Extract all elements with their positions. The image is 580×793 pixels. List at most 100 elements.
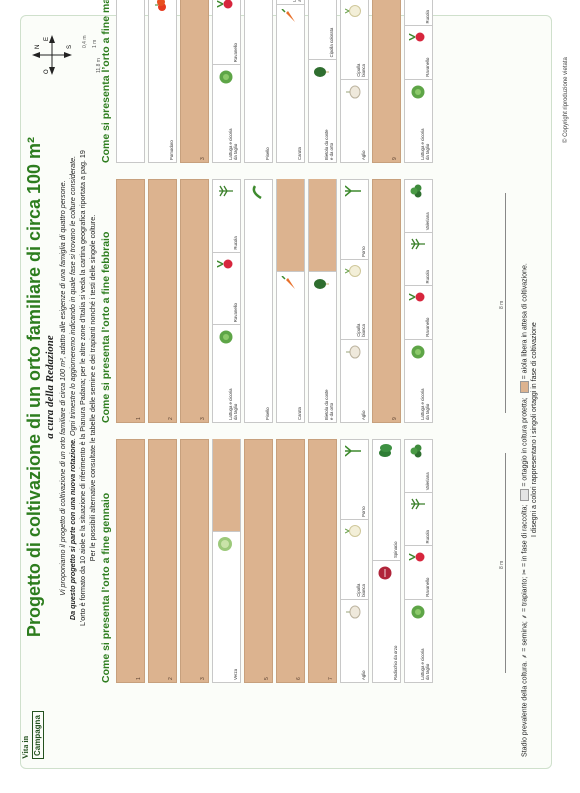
bed-number: 5	[264, 677, 270, 680]
leek-icon	[345, 445, 361, 457]
bed-cell	[117, 0, 144, 162]
path-width-label: 0,4 m	[82, 35, 88, 48]
crop-label: Porro	[361, 506, 366, 517]
garden-bed-10: Lattuga e cicoria da taglio Ravanello Ruco…	[404, 179, 433, 423]
page-subtitle: a cura della Redazione	[44, 335, 56, 439]
bed-cell: Cipolla colorata	[309, 0, 336, 61]
garden-bed-5: Pisello5	[244, 0, 273, 163]
garden-bed-4: Verza4	[212, 439, 241, 683]
bed-cell: Lattuga e cicoria da taglio	[405, 80, 432, 162]
section-heading: Come si presenta l’orto a fine gennaio	[100, 492, 112, 683]
crop-label: Carota	[297, 147, 302, 160]
radish-icon	[217, 0, 233, 9]
crop-label: Porro	[361, 246, 366, 257]
bed-cell: Rucola	[213, 179, 240, 253]
transplant-icon: ⸙	[521, 612, 529, 620]
bed-cell: Carota	[277, 5, 304, 162]
crop-label: Ravanello	[233, 303, 238, 323]
compass-o: O	[44, 69, 50, 74]
garden-bed-3: 3	[180, 0, 209, 163]
garden-bed-7: 7	[308, 439, 337, 683]
bed-cell: Rucola	[405, 492, 432, 547]
bed-cell: Carota	[277, 272, 304, 422]
radicchio-icon	[378, 566, 392, 580]
bed-cell: Valeriana	[405, 179, 432, 234]
garden-bed-1: 1	[116, 0, 145, 163]
copyright: © Copyright riproduzione vietata	[563, 57, 569, 143]
sowing-icon: ⸙	[521, 651, 529, 659]
crop-label: Verza	[233, 669, 238, 680]
bed-cell: Pomodoro	[149, 0, 176, 162]
intro-line2-bold: Da questo progetto si parte con una nuov…	[68, 439, 77, 621]
crop-label: Rucola	[425, 10, 430, 24]
garden-bed-3: 3	[180, 179, 209, 423]
onion-icon	[345, 264, 361, 277]
spinach-icon	[379, 444, 392, 457]
bed-cell: Ravanello	[405, 285, 432, 340]
bed-number: 3	[200, 157, 206, 160]
bed-cell: Pisello	[245, 0, 272, 162]
radish-icon	[409, 293, 425, 302]
logo: Vita in Campagna	[21, 711, 66, 759]
bed-cell	[309, 179, 336, 272]
crop-label: Ravanello	[425, 577, 430, 597]
bed-cell: Cipolla bianca	[341, 258, 368, 340]
width-dimension-line	[505, 453, 506, 673]
garden-bed-7: Bietola da coste e da orto Cipolla colora…	[308, 0, 337, 163]
bed-number: 1	[136, 417, 142, 420]
crop-label: Cipolla colorata	[329, 27, 334, 58]
crop-label: Ravanello	[425, 317, 430, 337]
garden-bed-7: Bietola da coste e da orto7	[308, 179, 337, 423]
crop-label: Rucola	[425, 270, 430, 284]
legend-line1: Stadio prevalente della coltura. ⸙ = sem…	[520, 37, 530, 757]
garden-bed-6: 6	[276, 439, 305, 683]
radish-icon	[409, 33, 425, 42]
valerian-icon	[410, 184, 422, 198]
bed-number: 7	[328, 677, 334, 680]
garden-bed-3: 3	[180, 439, 209, 683]
crop-label: Lattuga e cicoria da taglio	[420, 388, 430, 420]
crop-label: Cipolla bianca	[356, 583, 366, 597]
bed-cell	[277, 179, 304, 272]
compass-n: N	[35, 45, 41, 49]
crop-label: Cipolla bianca	[356, 323, 366, 337]
crop-label: Ravanello	[425, 57, 430, 77]
bed-cell: Cipolla bianca	[341, 0, 368, 80]
garden-bed-2: PomodoroPeperone e melanzana2	[148, 0, 177, 163]
garden-bed-6: Carota6	[276, 179, 305, 423]
crop-label: Aglio	[361, 670, 366, 680]
bed-number: 2	[168, 677, 174, 680]
tomato-icon	[155, 0, 166, 11]
protected-swatch	[520, 488, 529, 501]
legend-libera: = aiola libera in attesa di coltivazione…	[521, 263, 529, 380]
section-heading: Come si presenta l’orto a fine febbraio	[100, 231, 112, 423]
pea-icon	[252, 185, 262, 200]
compass-rose-icon: N S O E	[32, 35, 73, 75]
intro-line2-rest: . Ogni trimestre lo aggiorneremo indican…	[68, 155, 77, 440]
chard-icon	[314, 67, 329, 78]
intro-line2: Da questo progetto si parte con una nuov…	[68, 73, 78, 703]
bed-number: 1	[136, 677, 142, 680]
bed-cell: Ravanello	[213, 251, 240, 326]
rocket-icon	[411, 498, 425, 510]
bed-cell: Lattuga e cicoria da taglio	[405, 340, 432, 422]
crop-label: Rucola	[233, 236, 238, 250]
bed-cell: Pisello	[245, 180, 272, 422]
intro-line4: Per le possibili alternative consultate …	[88, 214, 97, 562]
radish-icon	[409, 553, 425, 562]
bed-cell: Lattuga a cappuccio	[277, 0, 304, 5]
rocket-icon	[411, 238, 425, 250]
garden-bed-10: Lattuga e cicoria da taglio Ravanello Ruco…	[404, 0, 433, 163]
bed-cell: Bietola da coste e da orto	[309, 60, 336, 162]
bed-cell: Lattuga e cicoria da taglio	[213, 325, 240, 422]
bed-cell: Aglio	[341, 80, 368, 162]
onion-icon	[345, 4, 361, 17]
cabbage-icon	[218, 536, 232, 551]
harvest-icon: ✂	[521, 567, 529, 575]
crop-label: Lattuga e cicoria da taglio	[420, 648, 430, 680]
compass-s: S	[67, 45, 73, 49]
garden-bed-2: 2	[148, 179, 177, 423]
bed-cell: Aglio	[341, 340, 368, 422]
